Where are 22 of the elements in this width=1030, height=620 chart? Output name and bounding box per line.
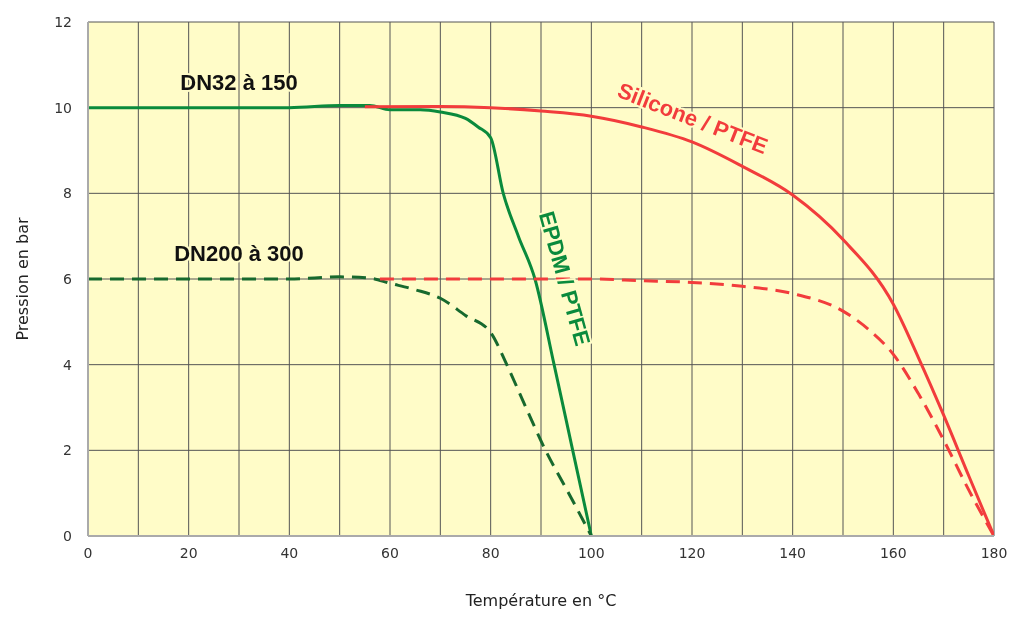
y-axis-title: Pression en bar <box>12 216 32 341</box>
y-tick-label: 8 <box>63 185 72 202</box>
x-tick-label: 100 <box>577 545 605 561</box>
x-tick-label: 120 <box>678 545 706 561</box>
x-tick-label: 60 <box>381 545 399 561</box>
x-tick-label: 160 <box>879 545 907 561</box>
text: EPDM / PTFE <box>534 208 596 349</box>
x-tick-label: 140 <box>779 545 807 561</box>
y-tick-label: 2 <box>63 442 72 459</box>
x-tick-label: 40 <box>280 545 299 561</box>
x-tick-label: 80 <box>481 545 500 561</box>
y-tick-label: 12 <box>54 14 72 30</box>
y-tick-label: 0 <box>63 528 72 544</box>
x-tick-label: 20 <box>179 545 198 561</box>
line-series <box>88 275 593 536</box>
y-tick-label: 10 <box>54 99 72 116</box>
line-series <box>88 104 593 536</box>
y-tick-label: 6 <box>63 271 73 287</box>
x-tick-label: 180 <box>980 545 1008 561</box>
x-tick-label: 0 <box>83 545 93 561</box>
y-tick-label: 4 <box>63 356 73 373</box>
x-axis-title: Température en °C <box>464 591 617 610</box>
